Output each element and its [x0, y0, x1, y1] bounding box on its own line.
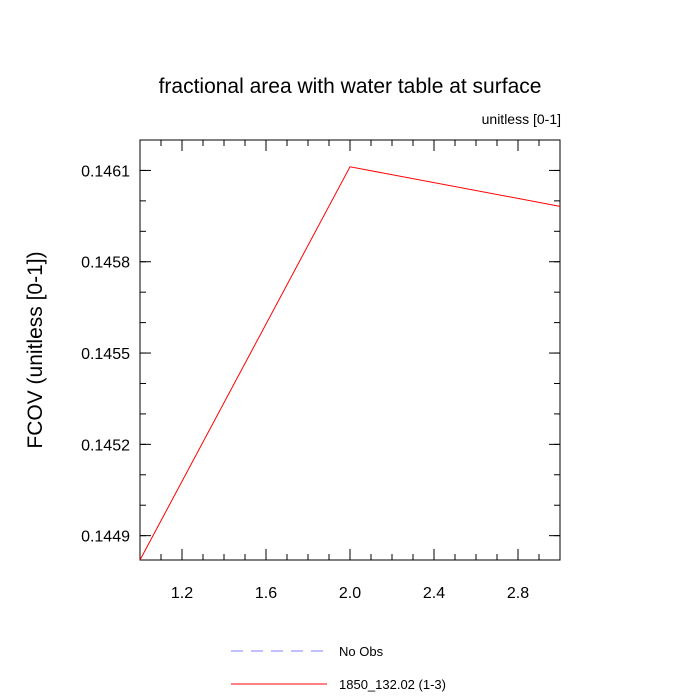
y-tick-label: 0.1452 [81, 437, 130, 454]
x-tick-label: 2.4 [423, 585, 445, 602]
legend-label: 1850_132.02 (1-3) [339, 677, 446, 692]
x-tick-label: 1.6 [255, 585, 277, 602]
y-tick-label: 0.1449 [81, 529, 130, 546]
x-tick-label: 2.8 [507, 585, 529, 602]
legend-label: No Obs [339, 644, 384, 659]
y-tick-label: 0.1458 [81, 255, 130, 272]
y-tick-label: 0.1461 [81, 163, 130, 180]
x-tick-label: 2.0 [339, 585, 361, 602]
plot-area-border [139, 139, 561, 561]
plot-frame [139, 139, 561, 561]
y-axis-ticks: 0.1449 0.1452 0.1455 0.1458 0.1461 [81, 139, 560, 546]
series-layer [139, 166, 561, 561]
chart-subtitle: unitless [0-1] [482, 111, 561, 127]
y-axis-label: FCOV (unitless [0-1]) [24, 251, 47, 448]
chart-title: fractional area with water table at surf… [159, 75, 542, 98]
y-tick-label: 0.1455 [81, 346, 130, 363]
series-line [139, 166, 561, 561]
x-axis-ticks: 1.2 1.6 2.0 2.4 2.8 [139, 140, 561, 602]
x-tick-label: 1.2 [171, 585, 193, 602]
legend: No Obs 1850_132.02 (1-3) [231, 644, 446, 692]
